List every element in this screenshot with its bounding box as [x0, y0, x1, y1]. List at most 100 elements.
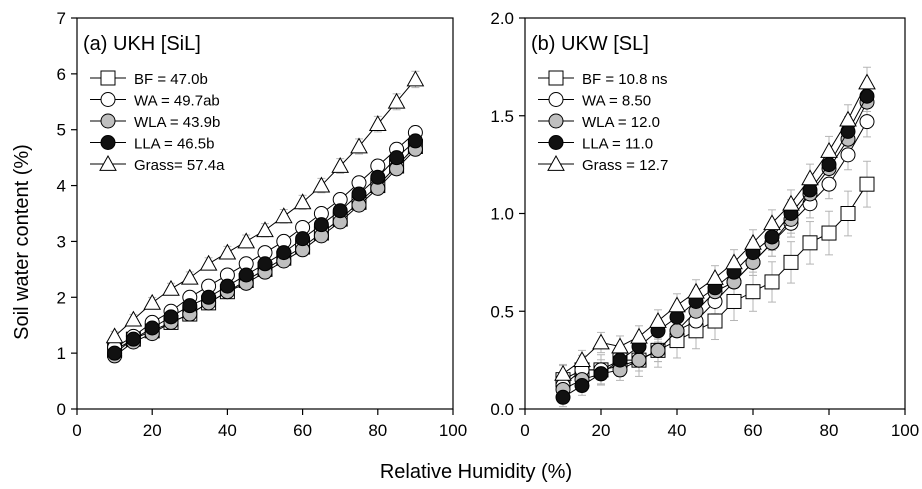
legend-label: WA = 49.7ab	[134, 93, 220, 110]
data-point	[238, 267, 254, 283]
data-point	[180, 268, 199, 285]
legend-marker	[99, 154, 117, 171]
data-point	[592, 333, 610, 350]
data-point	[687, 282, 705, 299]
data-point	[350, 137, 368, 154]
data-point	[764, 274, 780, 290]
data-point	[555, 389, 571, 405]
data-point	[821, 225, 837, 241]
data-point	[407, 133, 423, 149]
data-point	[351, 186, 367, 202]
data-point	[389, 150, 405, 166]
error-bars-grass	[110, 70, 420, 342]
data-point	[331, 156, 350, 173]
legend-label: Grass= 57.4a	[134, 157, 225, 174]
y-tick-label: 0.0	[490, 400, 514, 419]
series-grass	[105, 70, 425, 344]
x-tick-label: 20	[592, 421, 611, 440]
data-point	[669, 323, 685, 339]
y-tick-label: 0	[57, 400, 66, 419]
y-axis-title: Soil water content (%)	[11, 144, 33, 340]
data-point	[745, 284, 761, 300]
data-point	[162, 279, 180, 296]
legend-marker	[548, 92, 564, 107]
data-point	[125, 331, 141, 347]
data-point	[593, 366, 609, 382]
y-tick-label: 1.5	[490, 107, 514, 126]
data-point	[293, 193, 312, 210]
data-point	[649, 311, 667, 328]
data-point	[201, 289, 217, 305]
data-point	[256, 221, 274, 238]
legend-marker	[100, 70, 116, 86]
data-point	[802, 235, 818, 251]
data-point	[368, 115, 387, 132]
data-point	[820, 141, 838, 158]
x-tick-label: 100	[439, 421, 467, 440]
data-point	[859, 176, 875, 192]
data-point	[219, 278, 235, 294]
data-point	[144, 320, 160, 336]
data-point	[312, 176, 331, 193]
y-tick-label: 5	[57, 121, 66, 140]
y-tick-label: 3	[57, 232, 66, 251]
data-point	[726, 293, 742, 309]
series-lla	[107, 133, 423, 361]
x-axis-title: Relative Humidity (%)	[380, 461, 572, 483]
data-point	[370, 169, 386, 185]
x-tick-label: 0	[72, 421, 81, 440]
data-point	[631, 352, 647, 368]
x-tick-label: 40	[218, 421, 237, 440]
data-point	[124, 310, 143, 327]
data-point	[406, 70, 425, 87]
legend-marker	[548, 70, 564, 86]
y-tick-label: 1.0	[490, 205, 514, 224]
data-point	[143, 293, 162, 310]
legend-marker	[548, 135, 564, 150]
legend-label: BF = 47.0b	[134, 71, 208, 88]
legend-label: WLA = 43.9b	[134, 114, 220, 131]
legend: BF = 47.0b WA = 49.7ab WLA = 43.9b LLA = 46…	[90, 70, 225, 174]
data-point	[858, 73, 876, 90]
data-point	[839, 110, 857, 127]
panel-b: 0 20 40 60 80 100 0.0 0.5 1.0 1.5 2.0 (b) UKW [SL] B…	[490, 9, 919, 440]
panel-title: (b) UKW [SL]	[531, 33, 649, 55]
legend-label: WLA = 12.0	[582, 114, 660, 131]
panel-a: 0 20 40 60 80 100 0 1 2 3 4 5 6 7 (a) UKH [SiL] BF = 47…	[57, 9, 468, 440]
legend-label: Grass = 12.7	[582, 157, 668, 174]
data-point	[782, 194, 800, 211]
data-point	[706, 268, 724, 285]
legend-label: LLA = 11.0	[582, 136, 653, 153]
data-point	[764, 229, 780, 245]
legend-marker	[547, 154, 565, 171]
y-tick-label: 7	[57, 9, 66, 28]
y-tick-label: 6	[57, 65, 66, 84]
data-point	[744, 233, 762, 250]
data-point	[105, 327, 124, 344]
data-point	[574, 378, 590, 394]
data-point	[573, 351, 591, 368]
data-point	[725, 253, 743, 270]
data-point	[218, 243, 237, 260]
data-point	[257, 256, 273, 272]
y-tick-label: 2	[57, 288, 66, 307]
data-point	[821, 157, 837, 173]
x-tick-label: 40	[668, 421, 687, 440]
x-tick-label: 0	[520, 421, 529, 440]
y-tick-label: 2.0	[490, 9, 514, 28]
y-tick-label: 1	[57, 344, 66, 363]
data-point	[276, 245, 292, 261]
data-point	[199, 254, 218, 271]
y-tick-label: 4	[57, 177, 66, 196]
legend-label: BF = 10.8 ns	[582, 71, 667, 88]
data-point	[611, 337, 629, 354]
data-point	[554, 364, 572, 381]
legend: BF = 10.8 ns WA = 8.50 WLA = 12.0 LLA = 11.…	[538, 70, 668, 174]
legend-marker	[100, 92, 116, 107]
data-point	[163, 309, 179, 325]
data-point	[237, 232, 256, 249]
legend-label: WA = 8.50	[582, 93, 651, 110]
data-point	[840, 206, 856, 221]
x-tick-label: 20	[143, 421, 162, 440]
legend-label: LLA = 46.5b	[134, 136, 215, 153]
